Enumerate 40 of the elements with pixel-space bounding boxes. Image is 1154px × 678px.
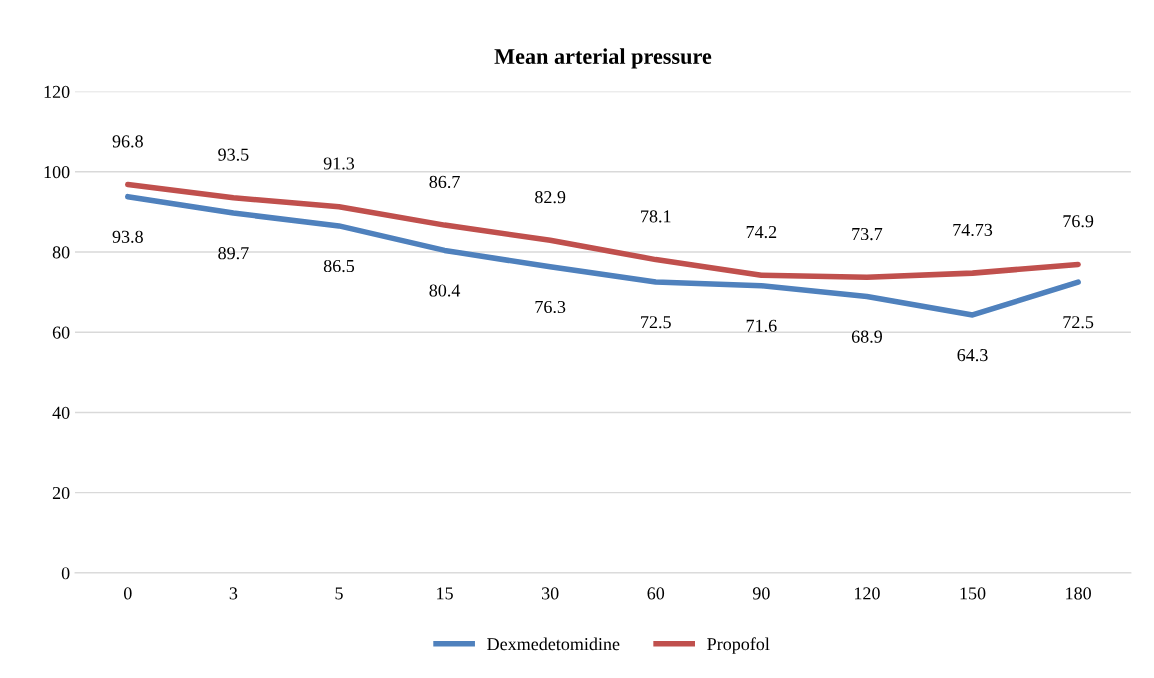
data-label: 73.7 — [852, 227, 883, 241]
data-label: 76.3 — [535, 300, 566, 314]
data-label: 71.6 — [746, 319, 777, 332]
data-label: 64.3 — [957, 349, 988, 362]
data-label: 76.9 — [1063, 215, 1094, 228]
data-label: 68.9 — [851, 330, 882, 343]
x-tick-label: 5 — [335, 587, 343, 600]
data-label: 89.7 — [218, 247, 249, 260]
y-tick-label: 80 — [52, 246, 70, 259]
data-label: 74.73 — [953, 223, 993, 237]
y-tick-label: 20 — [52, 486, 70, 500]
data-label: 91.3 — [323, 157, 355, 170]
x-tick-label: 90 — [752, 587, 770, 600]
data-label: 72.5 — [1063, 316, 1094, 329]
y-tick-label: 120 — [44, 85, 70, 98]
data-label: 96.8 — [112, 135, 143, 148]
data-label: 93.5 — [218, 148, 249, 161]
y-tick-label: 60 — [52, 326, 70, 339]
legend-label: Propofol — [707, 637, 770, 654]
data-label: 93.8 — [112, 230, 143, 243]
y-tick-label: 100 — [44, 166, 70, 179]
data-label: 72.5 — [641, 316, 671, 329]
data-label: 86.5 — [323, 259, 355, 273]
data-label: 82.9 — [535, 191, 566, 204]
x-tick-label: 60 — [647, 587, 665, 600]
data-label: 74.2 — [746, 225, 777, 239]
x-tick-label: 180 — [1066, 587, 1091, 600]
x-tick-label: 3 — [229, 587, 238, 600]
y-tick-label: 0 — [61, 567, 70, 580]
data-label: 86.7 — [429, 175, 460, 189]
data-label: 78.1 — [641, 210, 671, 223]
x-tick-label: 150 — [960, 587, 986, 600]
legend-label: Dexmedetomidine — [487, 637, 620, 651]
chart-title: Mean arterial pressure — [494, 48, 712, 69]
x-tick-label: 30 — [542, 587, 559, 600]
x-tick-label: 0 — [123, 587, 132, 600]
data-label: 80.4 — [429, 284, 461, 297]
x-tick-label: 15 — [437, 587, 453, 600]
y-tick-label: 40 — [52, 406, 70, 419]
x-tick-label: 120 — [854, 587, 880, 600]
